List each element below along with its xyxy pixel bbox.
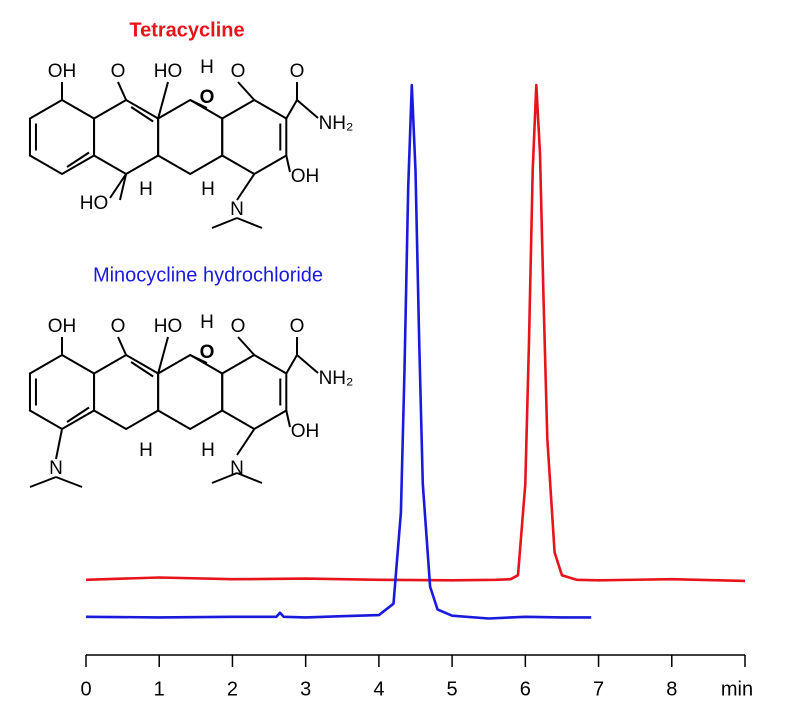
atom-label: OH	[48, 316, 77, 337]
double-bond	[66, 151, 90, 168]
atom-label: OH	[48, 61, 77, 82]
atom-label: O	[231, 61, 246, 82]
double-bond	[130, 361, 154, 378]
bond	[285, 354, 298, 375]
atom-label: NH₂	[319, 113, 354, 134]
bond	[211, 217, 238, 229]
bond	[211, 472, 238, 484]
trace	[85, 83, 592, 620]
atom-label: O	[111, 316, 126, 337]
atom-label: H	[200, 57, 214, 78]
atom-label: O	[290, 316, 305, 337]
atom-label: OH	[291, 421, 320, 442]
x-tick-label: 8	[666, 678, 677, 700]
atom-label: NH₂	[319, 368, 354, 389]
atom-label: O	[290, 61, 305, 82]
bond	[285, 155, 291, 173]
atom-label: H	[139, 179, 153, 200]
bond	[189, 354, 208, 364]
double-bond	[66, 406, 90, 423]
ring	[157, 353, 224, 431]
atom-label: O	[200, 342, 215, 363]
atom-label: O	[231, 316, 246, 337]
x-tick-label: 4	[373, 678, 384, 700]
ring	[28, 353, 96, 431]
bond	[29, 476, 57, 488]
bond	[189, 99, 208, 109]
ring	[221, 98, 288, 176]
bond	[119, 173, 128, 201]
x-tick-label: 2	[227, 678, 238, 700]
bond	[237, 336, 255, 356]
bond	[117, 336, 127, 356]
atom-label: O	[200, 87, 215, 108]
x-tick-label: 7	[593, 678, 604, 700]
bond	[157, 336, 169, 374]
atom-label: O	[111, 61, 126, 82]
atom-label: H	[200, 312, 214, 333]
ring	[93, 353, 160, 431]
bond	[296, 99, 319, 119]
atom-label: HO	[154, 316, 183, 337]
compound-name: Tetracycline	[129, 19, 244, 41]
atom-label: OH	[291, 166, 320, 187]
ring	[221, 353, 288, 431]
atom-label: H	[201, 179, 215, 200]
bond	[109, 173, 127, 199]
atom-label: N	[230, 458, 244, 479]
bond	[236, 472, 263, 484]
bond	[237, 81, 255, 101]
x-tick-label: 5	[447, 678, 458, 700]
atom-label: HO	[80, 193, 109, 214]
bond	[236, 428, 256, 456]
atom-label: N	[230, 199, 244, 220]
ring	[157, 98, 224, 176]
bond	[285, 410, 291, 428]
bond	[236, 217, 263, 229]
bond	[236, 173, 256, 201]
bond	[285, 99, 298, 120]
atom-label: H	[201, 440, 215, 461]
atom-label: H	[139, 440, 153, 461]
x-tick-label: 3	[300, 678, 311, 700]
bond	[157, 81, 169, 119]
x-tick-label: 6	[520, 678, 531, 700]
atom-label: N	[49, 458, 63, 479]
x-tick-label: min	[721, 678, 753, 700]
ring	[28, 98, 96, 176]
x-tick-label: 0	[80, 678, 91, 700]
bond	[55, 428, 63, 460]
bond	[55, 476, 83, 488]
atom-label: HO	[154, 61, 183, 82]
compound-name: Minocycline hydrochloride	[93, 264, 323, 286]
bond	[296, 354, 319, 374]
double-bond	[130, 106, 154, 123]
x-tick-label: 1	[154, 678, 165, 700]
ring	[93, 98, 160, 176]
bond	[117, 81, 127, 101]
trace	[85, 83, 746, 583]
